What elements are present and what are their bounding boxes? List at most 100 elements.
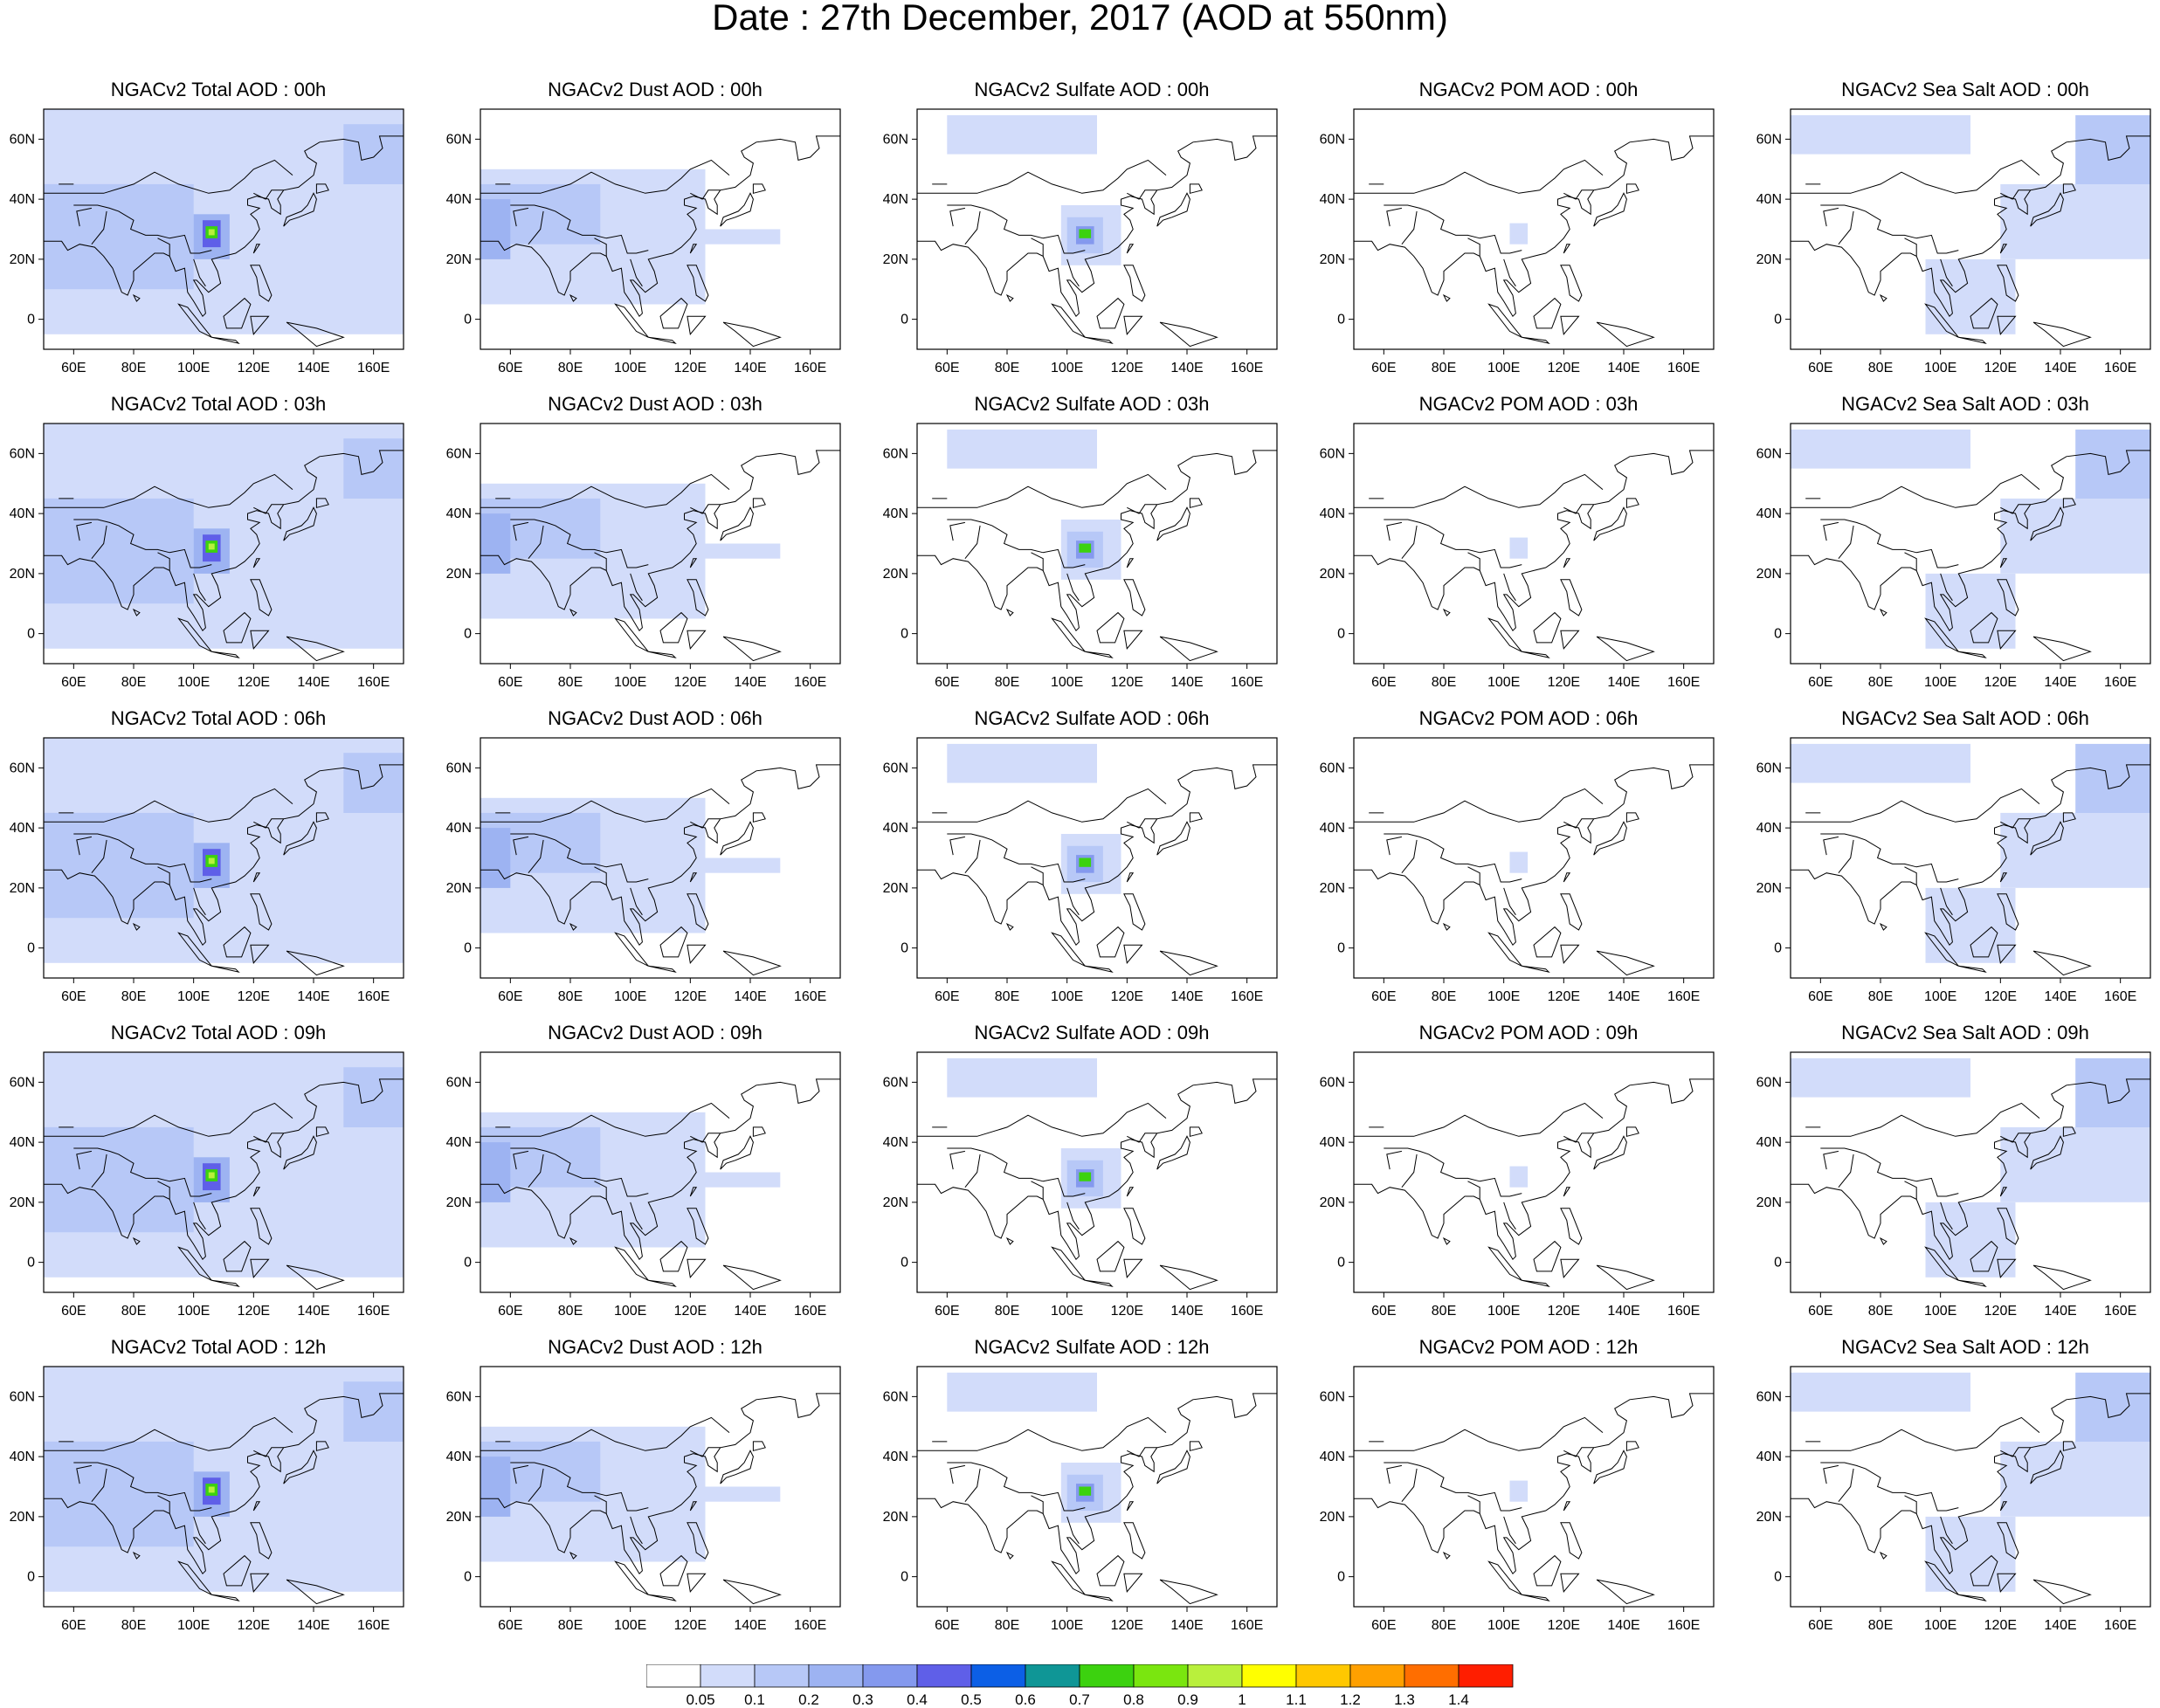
country-border [193,887,206,916]
island-coastline [1189,812,1203,823]
map-panel: NGACv2 Sulfate AOD : 12h 60E 80E 100E 120E 14… [873,1336,1310,1650]
lon-tick-label: 100E [1051,1618,1083,1633]
aod-shading [1079,857,1092,867]
lon-tick-label: 100E [177,989,210,1004]
coastline [480,764,840,947]
island-coastline [1005,1236,1014,1245]
map-plot: 60E 80E 100E 120E 140E 160E 0 20N 40N 60N [10,737,404,1004]
country-border [917,1416,1167,1451]
lat-tick-label: 0 [1774,627,1782,642]
island-coastline [1560,579,1583,616]
island-coastline [1123,579,1146,616]
country-border [1127,504,1157,514]
island-coastline [1051,932,1086,967]
country-border [91,839,107,874]
map-frame [916,737,1278,979]
map-frame [1790,1051,2151,1293]
coastline [480,450,840,632]
map-plot: 60E 80E 100E 120E 140E 160E 0 20N 40N 60N [1320,423,1715,690]
island-coastline [1096,611,1125,644]
country-border [528,1154,544,1188]
lon-tick-label: 60E [1371,1304,1396,1319]
island-coastline [752,498,766,508]
lon-tick-label: 120E [1984,361,2017,375]
island-coastline [252,244,261,254]
country-border [1386,1464,1403,1484]
lat-tick-label: 20N [10,1195,35,1210]
country-border [1791,473,2040,508]
country-border [630,573,643,602]
panel-title: NGACv2 POM AOD : 09h [1418,1022,1639,1043]
panel-title: NGACv2 POM AOD : 06h [1418,707,1639,729]
lon-tick-label: 100E [1924,1618,1956,1633]
island-coastline [1593,1135,1627,1170]
island-coastline [1005,1551,1014,1560]
lon-tick-label: 100E [1487,675,1520,690]
country-border [949,836,966,856]
lon-tick-label: 100E [1924,361,1956,375]
island-coastline [687,630,707,650]
map-panel: NGACv2 POM AOD : 12h 60E 80E 100E 120E 140E 16… [1310,1336,1747,1650]
lon-tick-label: 160E [1231,1618,1263,1633]
lat-tick-label: 20N [1320,252,1345,267]
lat-tick-label: 60N [1756,132,1782,147]
island-coastline [1879,922,1887,931]
country-border [1354,788,1604,823]
country-border [1386,207,1403,227]
map-panel: NGACv2 Sea Salt AOD : 00h 60E 80E 100E 120E 1… [1747,79,2160,393]
country-border [480,788,730,823]
island-coastline [569,922,577,931]
colorbar-swatch [1079,1664,1135,1688]
aod-shading [480,1142,511,1202]
lat-tick-label: 20N [446,1510,472,1525]
lat-tick-label: 40N [883,821,908,836]
island-coastline [648,1279,677,1287]
aod-shading [480,513,511,574]
aod-shading [480,828,511,888]
map-plot: 60E 80E 100E 120E 140E 160E 0 20N 40N 60N [1756,423,2151,690]
country-border [1823,836,1839,856]
island-coastline [1126,872,1135,883]
coastline [1791,450,2150,632]
lon-tick-label: 140E [297,361,329,375]
lon-tick-label: 140E [297,1618,329,1633]
lat-tick-label: 40N [1756,821,1782,836]
country-border [1401,525,1418,560]
lat-tick-label: 20N [1320,567,1345,582]
aod-shading [705,1172,781,1188]
lon-tick-label: 60E [1808,1304,1832,1319]
coastline [1791,764,2150,947]
lon-tick-label: 80E [1432,989,1456,1004]
map-panel: NGACv2 Total AOD : 12h 60E 80E 100E 120E 140E… [0,1336,437,1650]
island-coastline [1189,1441,1203,1451]
map-frame [480,737,841,979]
lat-tick-label: 0 [901,313,908,327]
panel-title: NGACv2 Sulfate AOD : 00h [974,79,1210,100]
map-frame [1790,1366,2151,1608]
aod-shading [208,1486,215,1493]
lat-tick-label: 20N [1756,881,1782,896]
lon-tick-label: 60E [935,361,959,375]
colorbar-label: 0.9 [1177,1691,1198,1708]
island-coastline [286,950,345,976]
country-border [949,207,966,227]
country-border [594,1181,607,1200]
country-border [2000,189,2031,200]
map-frame [916,1366,1278,1608]
country-border [1563,1447,1594,1457]
country-border [528,839,544,874]
lat-tick-label: 0 [1337,627,1345,642]
island-coastline [315,498,329,508]
lat-tick-label: 20N [883,1195,908,1210]
coastline [480,1078,840,1261]
lon-tick-label: 60E [61,989,86,1004]
lon-tick-label: 120E [1984,1304,2017,1319]
lon-tick-label: 140E [1170,675,1203,690]
lon-tick-label: 120E [1984,989,2017,1004]
country-border [44,159,293,194]
island-coastline [1997,579,2019,616]
country-border [1838,525,1854,560]
country-border [157,552,170,571]
lat-tick-label: 40N [1756,506,1782,521]
aod-shading [343,124,404,184]
